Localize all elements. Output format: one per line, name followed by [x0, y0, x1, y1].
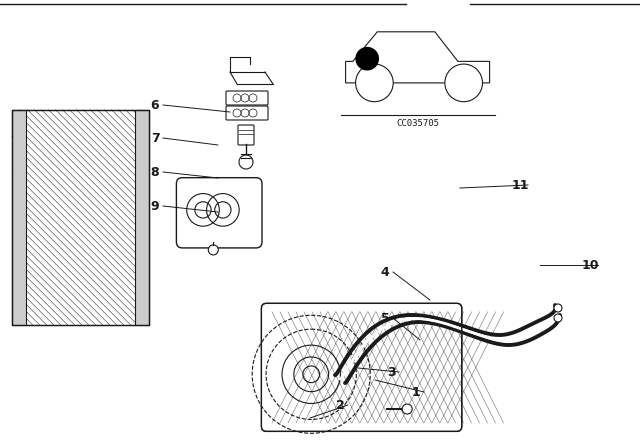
Circle shape — [356, 64, 393, 102]
Text: 10: 10 — [581, 258, 599, 271]
Polygon shape — [346, 32, 490, 83]
Text: 9: 9 — [150, 199, 159, 212]
FancyBboxPatch shape — [226, 106, 268, 120]
Text: 3: 3 — [387, 366, 396, 379]
Circle shape — [554, 314, 562, 322]
FancyBboxPatch shape — [261, 303, 462, 431]
Bar — [135, 110, 149, 325]
Text: 2: 2 — [335, 399, 344, 412]
Circle shape — [402, 404, 412, 414]
Circle shape — [554, 304, 562, 312]
FancyBboxPatch shape — [238, 125, 254, 145]
Bar — [12, 110, 149, 325]
Text: 1: 1 — [412, 385, 420, 399]
Text: 11: 11 — [511, 178, 529, 191]
Circle shape — [355, 47, 379, 70]
FancyBboxPatch shape — [226, 91, 268, 105]
Text: CC035705: CC035705 — [396, 119, 439, 128]
Circle shape — [239, 155, 253, 169]
FancyBboxPatch shape — [177, 178, 262, 248]
Text: 7: 7 — [150, 132, 159, 145]
Text: 8: 8 — [150, 165, 159, 178]
Text: 6: 6 — [150, 99, 159, 112]
Bar — [12, 110, 149, 325]
Text: 5: 5 — [381, 311, 389, 324]
Circle shape — [208, 245, 218, 255]
Bar — [12, 110, 26, 325]
Text: 4: 4 — [381, 266, 389, 279]
Bar — [12, 110, 149, 325]
Circle shape — [445, 64, 483, 102]
